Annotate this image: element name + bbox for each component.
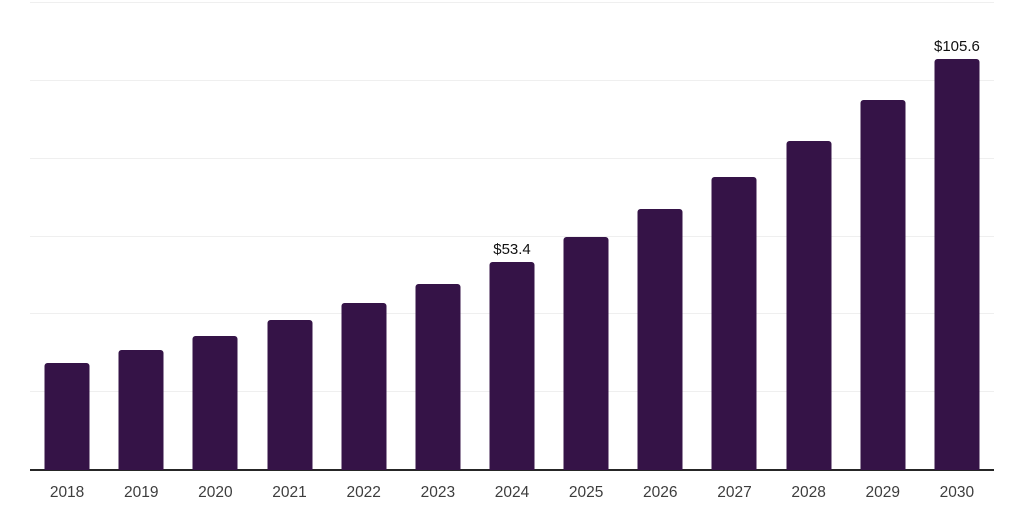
bar-2018 xyxy=(44,362,90,470)
x-axis-line xyxy=(30,469,994,471)
bar-2020 xyxy=(192,336,238,470)
gridline xyxy=(30,235,994,237)
x-tick-label: 2026 xyxy=(643,484,678,501)
bar-2027 xyxy=(711,177,757,470)
gridline xyxy=(30,2,994,3)
bar-2026 xyxy=(637,209,683,470)
bar-2021 xyxy=(267,320,313,470)
bar-value-label: $105.6 xyxy=(933,38,980,56)
x-tick-label: 2018 xyxy=(49,484,85,501)
plot-area: $53.4 $105.6 xyxy=(30,2,994,471)
x-tick-label: 2029 xyxy=(865,484,901,501)
bar-2028 xyxy=(786,141,832,470)
x-tick-label: 2020 xyxy=(198,484,233,501)
gridline xyxy=(30,79,994,81)
x-tick-label: 2023 xyxy=(420,484,456,501)
bar-value-label: $53.4 xyxy=(493,241,531,259)
x-tick-label: 2030 xyxy=(939,484,975,501)
x-tick-label: 2024 xyxy=(494,484,530,501)
bar-2030: $105.6 xyxy=(934,39,980,470)
x-tick-label: 2027 xyxy=(717,484,752,501)
x-tick-label: 2022 xyxy=(346,484,381,501)
x-axis: 2018 2019 2020 2021 2022 2023 2024 2025 2026 2027… xyxy=(30,484,994,506)
x-tick-label: 2021 xyxy=(272,484,307,501)
bar-2019 xyxy=(118,350,164,470)
bar-2022 xyxy=(341,303,387,470)
bar-2025 xyxy=(563,236,609,470)
bar-2024: $53.4 xyxy=(489,242,535,470)
x-tick-label: 2025 xyxy=(568,484,604,501)
x-tick-label: 2028 xyxy=(791,484,826,501)
x-tick-label: 2019 xyxy=(123,484,159,501)
gridline xyxy=(30,157,994,159)
bar-2029 xyxy=(860,100,906,470)
bar-2023 xyxy=(415,283,461,470)
